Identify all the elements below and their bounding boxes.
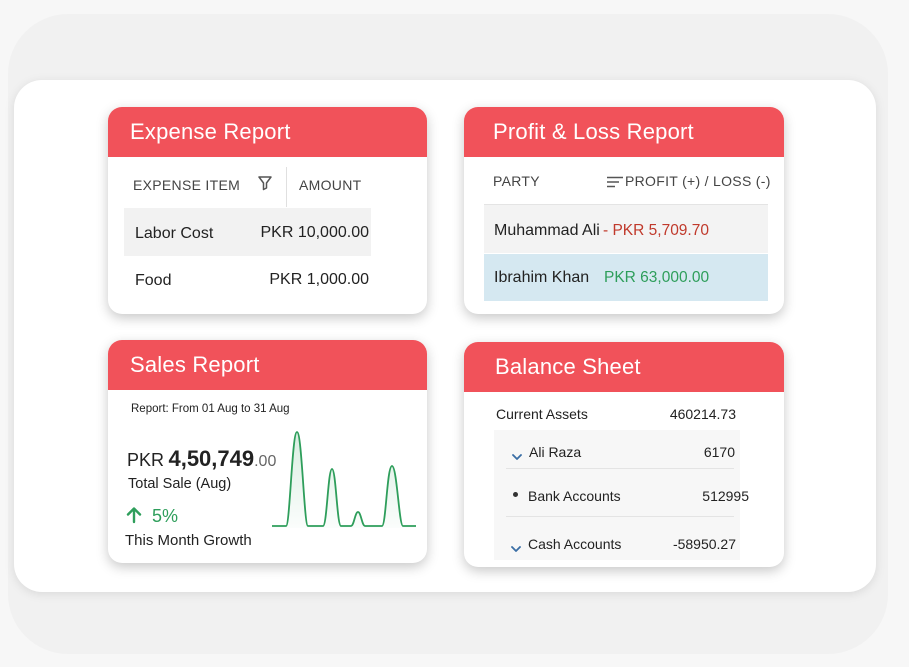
sales-sparkline (272, 431, 416, 528)
total-sale-amount: PKR 4,50,749.00 (127, 446, 276, 472)
table-row-selected[interactable] (484, 254, 768, 301)
profit-loss-cell: - PKR 5,709.70 (603, 222, 709, 239)
expense-item-header[interactable]: EXPENSE ITEM (133, 177, 241, 193)
current-assets-label: Current Assets (496, 406, 588, 422)
amount-decimals: .00 (254, 453, 277, 470)
balance-sheet-title: Balance Sheet (464, 342, 784, 392)
currency-label: PKR (127, 450, 165, 470)
expense-amount-cell: PKR 10,000.00 (260, 224, 369, 241)
bank-accounts-value: 512995 (702, 488, 749, 504)
cash-accounts-label[interactable]: Cash Accounts (528, 536, 622, 552)
party-header[interactable]: PARTY (493, 173, 540, 189)
table-row[interactable] (124, 208, 371, 256)
profit-loss-header[interactable]: PROFIT (+) / LOSS (-) (625, 173, 771, 189)
chevron-down-icon[interactable] (511, 540, 521, 558)
arrow-up-icon (124, 505, 144, 530)
header-divider (484, 204, 768, 205)
profit-loss-title: Profit & Loss Report (464, 107, 784, 157)
balance-list-area (494, 430, 740, 560)
current-assets-value: 460214.73 (669, 406, 736, 422)
party-cell: Muhammad Ali (494, 222, 600, 239)
profit-loss-report-card: Profit & Loss Report PARTY PROFIT (+) / … (464, 107, 784, 314)
ali-raza-value: 6170 (703, 444, 735, 460)
cash-accounts-value: -58950.27 (672, 536, 736, 552)
expense-report-title: Expense Report (108, 107, 427, 157)
amount-header[interactable]: AMOUNT (299, 177, 362, 193)
sales-report-card: Sales Report Report: From 01 Aug to 31 A… (108, 340, 427, 563)
row-divider (506, 468, 734, 469)
table-row[interactable] (124, 256, 371, 304)
bullet-icon (513, 492, 518, 497)
sales-report-title: Sales Report (108, 340, 427, 390)
bank-accounts-label[interactable]: Bank Accounts (528, 488, 621, 504)
growth-label: This Month Growth (125, 532, 252, 549)
total-sale-label: Total Sale (Aug) (128, 476, 232, 492)
table-row[interactable] (484, 205, 768, 253)
balance-sheet-card: Balance Sheet Current Assets 460214.73 A… (464, 342, 784, 567)
party-cell: Ibrahim Khan (494, 269, 590, 286)
expense-amount-cell: PKR 1,000.00 (269, 271, 369, 288)
sparkline-area (272, 432, 416, 528)
growth-value: 5% (152, 506, 179, 526)
sparkline-line (272, 431, 416, 527)
sort-lines-icon[interactable] (606, 175, 624, 193)
expense-item-cell: Food (135, 272, 172, 289)
report-period: Report: From 01 Aug to 31 Aug (131, 403, 290, 415)
chevron-down-icon[interactable] (512, 448, 522, 466)
expense-item-cell: Labor Cost (135, 225, 214, 242)
expense-report-card: Expense Report EXPENSE ITEM AMOUNT Labor… (108, 107, 427, 314)
ali-raza-label[interactable]: Ali Raza (529, 444, 582, 460)
column-divider (286, 167, 287, 207)
filter-icon[interactable] (258, 175, 272, 196)
profit-loss-cell: PKR 63,000.00 (604, 269, 710, 286)
row-divider (506, 516, 734, 517)
amount-main: 4,50,749 (168, 446, 255, 471)
